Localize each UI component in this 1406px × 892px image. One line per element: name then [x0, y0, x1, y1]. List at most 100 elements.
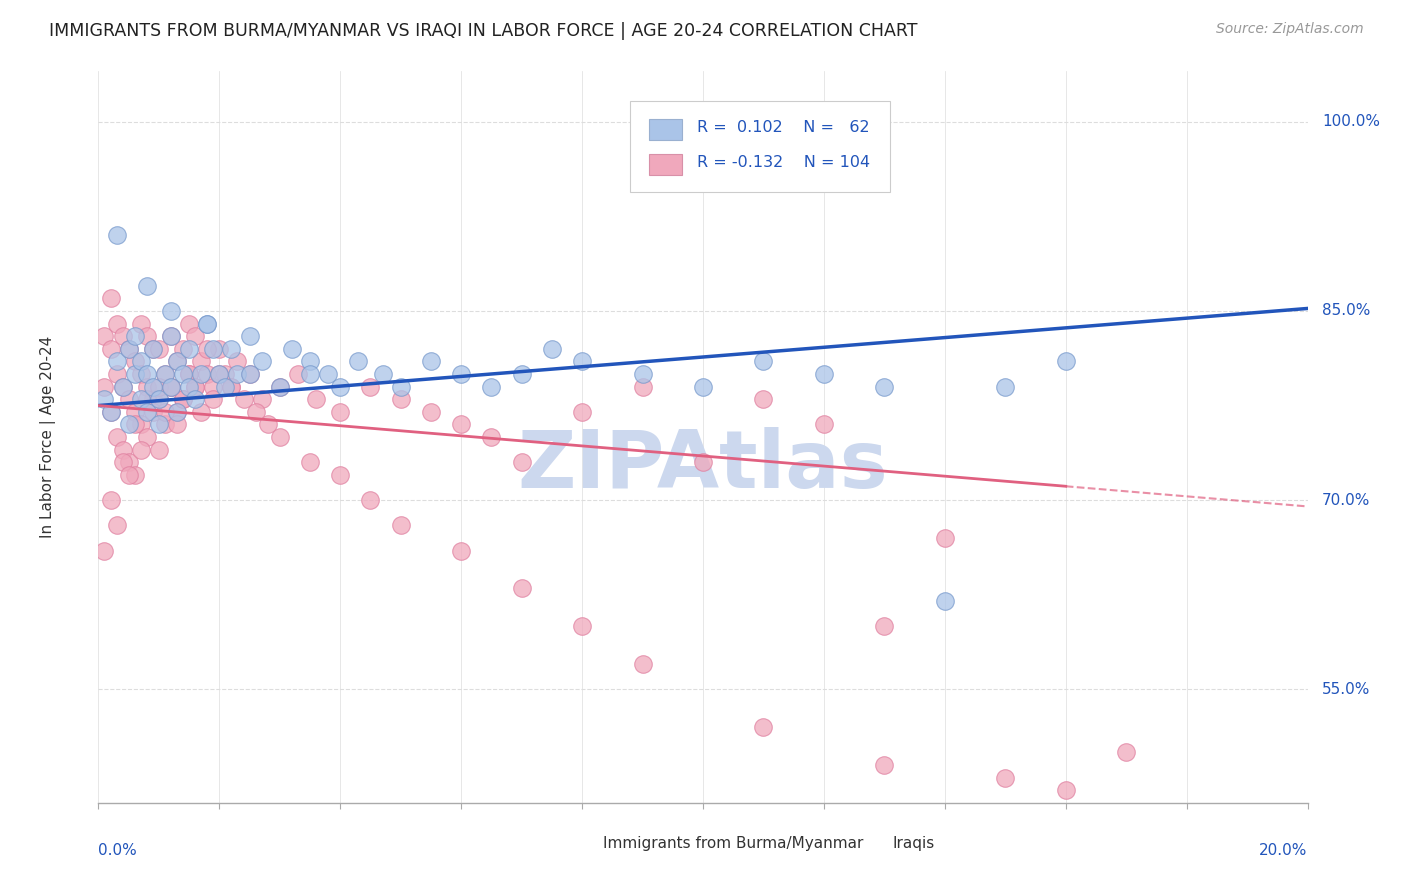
Point [118, 467, 141, 482]
Point [190, 367, 212, 381]
Point [142, 392, 165, 407]
Text: 100.0%: 100.0% [1322, 114, 1381, 129]
Point [111, 455, 134, 469]
Point [256, 417, 278, 432]
Point [873, 758, 896, 772]
Point [129, 354, 152, 368]
Point [135, 405, 157, 419]
Point [93, 392, 115, 407]
Point [299, 455, 322, 469]
Point [111, 379, 134, 393]
Point [142, 379, 165, 393]
Point [208, 367, 231, 381]
Point [226, 367, 249, 381]
Point [166, 354, 188, 368]
Point [179, 367, 201, 381]
Point [420, 405, 443, 419]
Point [118, 417, 141, 432]
Point [752, 354, 775, 368]
Point [166, 354, 188, 368]
Point [160, 329, 183, 343]
Text: 55.0%: 55.0% [1322, 681, 1371, 697]
FancyBboxPatch shape [630, 101, 890, 192]
Text: 85.0%: 85.0% [1322, 303, 1371, 318]
Point [389, 518, 412, 533]
Point [208, 367, 231, 381]
Point [631, 657, 654, 671]
Point [752, 720, 775, 734]
Text: R =  0.102    N =   62: R = 0.102 N = 62 [697, 120, 869, 136]
Point [239, 367, 262, 381]
Point [129, 442, 152, 457]
Point [100, 493, 122, 508]
Point [299, 354, 322, 368]
Text: 0.0%: 0.0% [98, 843, 138, 858]
Point [360, 493, 382, 508]
Point [111, 379, 134, 393]
Point [100, 291, 122, 305]
Point [202, 379, 225, 393]
Point [571, 354, 593, 368]
Point [166, 405, 188, 419]
Point [329, 405, 352, 419]
Point [195, 367, 218, 381]
Point [129, 392, 152, 407]
Point [100, 405, 122, 419]
Point [631, 367, 654, 381]
Point [135, 379, 157, 393]
Point [269, 430, 291, 444]
Text: 70.0%: 70.0% [1322, 492, 1371, 508]
Point [371, 367, 394, 381]
Point [299, 367, 322, 381]
Point [389, 379, 412, 393]
Point [105, 367, 128, 381]
FancyBboxPatch shape [855, 835, 880, 850]
Point [202, 392, 225, 407]
Point [190, 405, 212, 419]
Point [305, 392, 328, 407]
Point [153, 367, 176, 381]
Point [214, 379, 236, 393]
Point [172, 392, 194, 407]
Point [135, 278, 157, 293]
Point [450, 543, 472, 558]
Point [752, 392, 775, 407]
Point [1115, 745, 1137, 759]
Point [93, 379, 115, 393]
Point [389, 392, 412, 407]
Point [184, 329, 207, 343]
Text: Source: ZipAtlas.com: Source: ZipAtlas.com [1216, 22, 1364, 37]
Point [195, 342, 218, 356]
FancyBboxPatch shape [564, 835, 591, 850]
Point [148, 392, 170, 407]
Point [160, 329, 183, 343]
Point [631, 379, 654, 393]
Point [129, 317, 152, 331]
Point [281, 342, 304, 356]
Point [100, 405, 122, 419]
Point [540, 342, 562, 356]
Point [93, 543, 115, 558]
Point [692, 455, 714, 469]
FancyBboxPatch shape [648, 119, 682, 140]
Point [1054, 354, 1077, 368]
Text: In Labor Force | Age 20-24: In Labor Force | Age 20-24 [39, 336, 56, 538]
Point [221, 379, 243, 393]
Point [813, 367, 835, 381]
Point [105, 430, 128, 444]
Point [105, 317, 128, 331]
Point [420, 354, 443, 368]
Point [172, 367, 194, 381]
Point [153, 417, 176, 432]
Point [160, 379, 183, 393]
Point [93, 329, 115, 343]
Point [994, 379, 1017, 393]
Point [105, 228, 128, 243]
Point [347, 354, 370, 368]
Point [124, 354, 146, 368]
Text: R = -0.132    N = 104: R = -0.132 N = 104 [697, 155, 870, 170]
Point [179, 317, 201, 331]
Point [239, 329, 262, 343]
Point [202, 342, 225, 356]
Point [105, 354, 128, 368]
